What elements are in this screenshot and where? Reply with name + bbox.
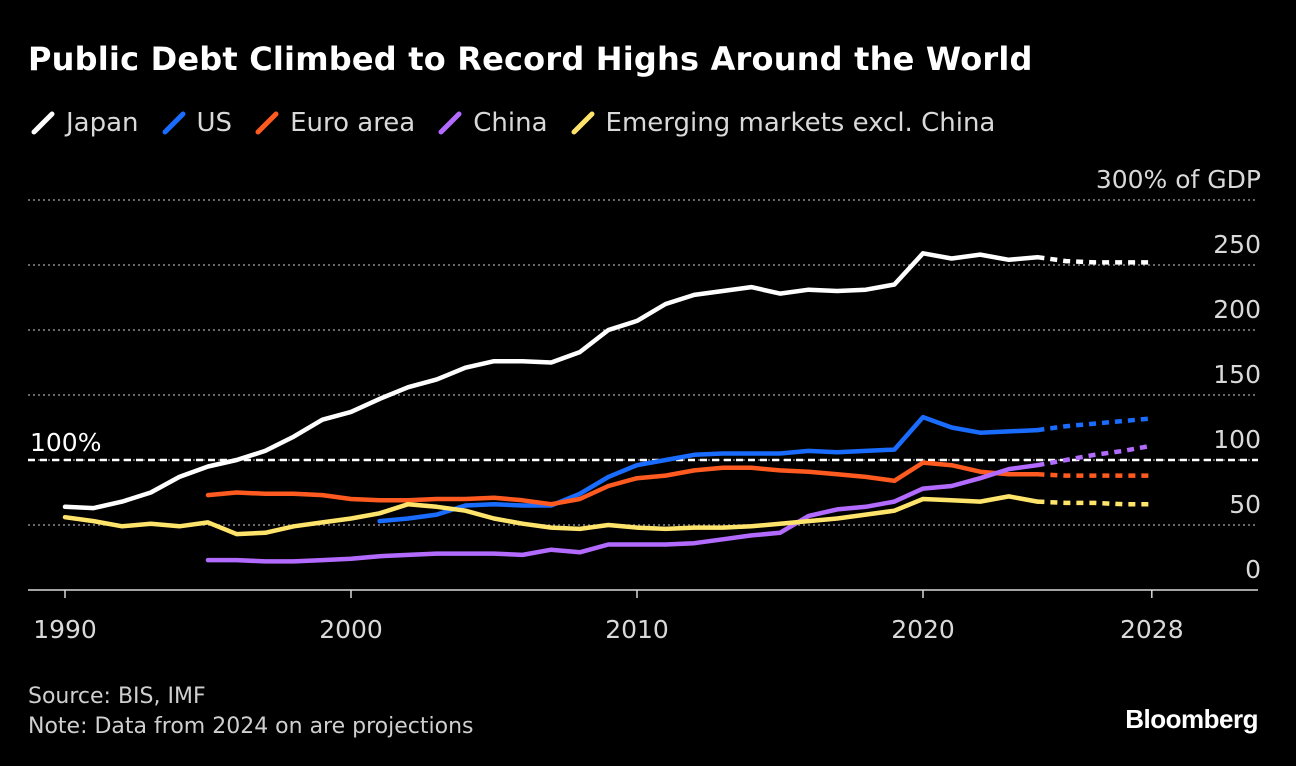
series-projection-us [1037,416,1153,433]
reference-line-label: 100% [30,428,101,457]
y-tick-label-50: 50 [1229,490,1261,519]
source-text: Source: BIS, IMF [28,684,206,709]
legend-label: Japan [66,108,139,138]
legend-swatch-icon [255,111,279,135]
x-tick-label-2000: 2000 [319,615,383,644]
y-tick-label-0: 0 [1245,555,1261,584]
series-projection-china [1036,443,1153,468]
y-tick-label-200: 200 [1213,295,1261,324]
legend-label: US [196,108,233,138]
series-projection-japan [1037,254,1152,265]
series-projection-euro-area [1037,472,1152,478]
legend-label: Euro area [290,108,416,138]
x-tick-label-2020: 2020 [891,615,955,644]
note-text: Note: Data from 2024 on are projections [28,714,474,739]
legend-item-emerging-markets-excl-china: Emerging markets excl. China [570,108,996,138]
legend-swatch-icon [571,111,595,135]
series-line-emerging-markets-excl-china [62,494,1040,537]
line-chart: 0 50 100 150 200 250 300% of GDP 1990 2000 2010 20… [28,165,1261,644]
legend-swatch-icon [162,111,186,135]
series-line-china [205,462,1040,564]
legend-swatch-icon [31,111,55,135]
y-tick-label-100: 100 [1213,425,1261,454]
series-line-japan [62,251,1040,511]
legend: Japan US Euro area China Emerging markets ex… [30,108,995,138]
series-line-us [377,414,1040,524]
bloomberg-logo: Bloomberg [1125,704,1258,734]
x-tick-label-2010: 2010 [605,615,669,644]
legend-item-us: US [161,108,233,138]
legend-item-china: China [437,108,548,138]
legend-item-euro-area: Euro area [254,108,415,138]
y-tick-label-150: 150 [1213,360,1261,389]
y-tick-label-300: 300% of GDP [1096,165,1261,194]
legend-item-japan: Japan [30,108,139,138]
legend-swatch-icon [438,111,462,135]
chart-title: Public Debt Climbed to Record Highs Arou… [28,40,1033,78]
series-projection-emerging-markets-excl-china [1037,499,1152,507]
x-tick-label-1990: 1990 [33,615,97,644]
y-tick-label-250: 250 [1213,230,1261,259]
source-note: Source: BIS, IMF Note: Data from 2024 on… [28,682,473,742]
legend-label: Emerging markets excl. China [605,108,996,138]
x-tick-label-2028: 2028 [1120,615,1184,644]
legend-label: China [473,108,548,138]
series-line-euro-area [205,460,1040,507]
